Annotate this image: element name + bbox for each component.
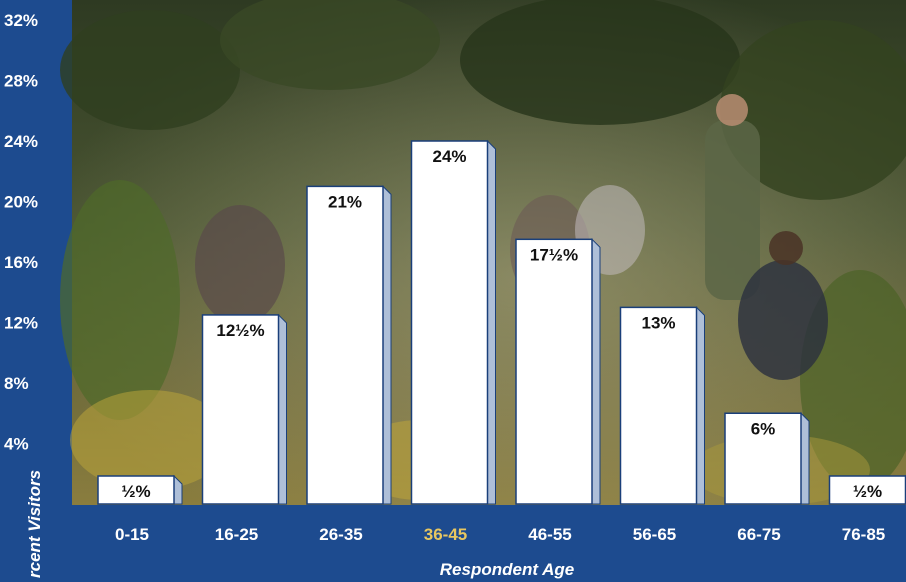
x-tick-label: 46-55 xyxy=(528,525,571,544)
y-tick-label: 16% xyxy=(4,253,38,272)
bar-side xyxy=(487,139,496,505)
x-axis-title: Respondent Age xyxy=(440,560,574,579)
bar-face xyxy=(410,140,489,505)
bar-face xyxy=(97,475,175,505)
y-tick-label: 4% xyxy=(4,435,29,454)
y-axis-ticks: 32% 28% 24% 20% 16% 12% 8% 4% xyxy=(4,11,38,454)
bar-value-label: 21% xyxy=(328,192,362,211)
y-tick-label: 8% xyxy=(4,374,29,393)
bar-value-label: 13% xyxy=(641,313,675,332)
x-tick-label: 66-75 xyxy=(737,525,780,544)
bar-face xyxy=(828,475,906,505)
bar-side xyxy=(591,238,601,505)
bar-66-75: 6% xyxy=(724,412,810,505)
x-axis-categories: 0-15 16-25 26-35 36-45 46-55 56-65 66-75 76-85 xyxy=(115,525,885,544)
bar-value-label: 6% xyxy=(751,419,776,438)
x-tick-label: 76-85 xyxy=(842,525,885,544)
bar-46-55: 17½% xyxy=(515,238,601,505)
x-tick-label: 26-35 xyxy=(319,525,362,544)
bar-face xyxy=(201,314,280,505)
y-tick-label: 28% xyxy=(4,72,38,91)
x-tick-label: 36-45 xyxy=(424,525,467,544)
bar-36-45: 24% xyxy=(410,139,496,505)
x-tick-label: 56-65 xyxy=(633,525,676,544)
bar-value-label: 17½% xyxy=(530,245,578,264)
bar-face xyxy=(515,238,593,505)
y-tick-label: 20% xyxy=(4,193,38,212)
y-axis-title: rcent Visitors xyxy=(25,470,44,578)
y-tick-label: 32% xyxy=(4,11,38,30)
bar-side xyxy=(278,313,287,505)
x-tick-label: 0-15 xyxy=(115,525,149,544)
bar-26-35: 21% xyxy=(306,185,392,505)
bar-side xyxy=(800,412,810,505)
bar-value-label: 12½% xyxy=(216,321,264,340)
bar-56-65: 13% xyxy=(619,306,705,505)
bars: ½% 12½% 21% 24% 17½% 13% 6% ½% xyxy=(97,139,906,505)
bar-16-25: 12½% xyxy=(201,313,287,505)
bar-0-15: ½% xyxy=(97,474,183,505)
bar-value-label: 24% xyxy=(432,147,466,166)
bar-side xyxy=(382,185,392,505)
y-tick-label: 24% xyxy=(4,132,38,151)
bar-value-label: ½% xyxy=(853,482,882,501)
y-tick-label: 12% xyxy=(4,314,38,333)
bar-side xyxy=(696,306,705,505)
bar-face xyxy=(619,306,698,505)
bar-face xyxy=(724,412,802,505)
bar-face xyxy=(306,185,384,505)
bar-value-label: ½% xyxy=(121,482,150,501)
x-tick-label: 16-25 xyxy=(215,525,258,544)
bar-76-85: ½% xyxy=(828,474,906,505)
